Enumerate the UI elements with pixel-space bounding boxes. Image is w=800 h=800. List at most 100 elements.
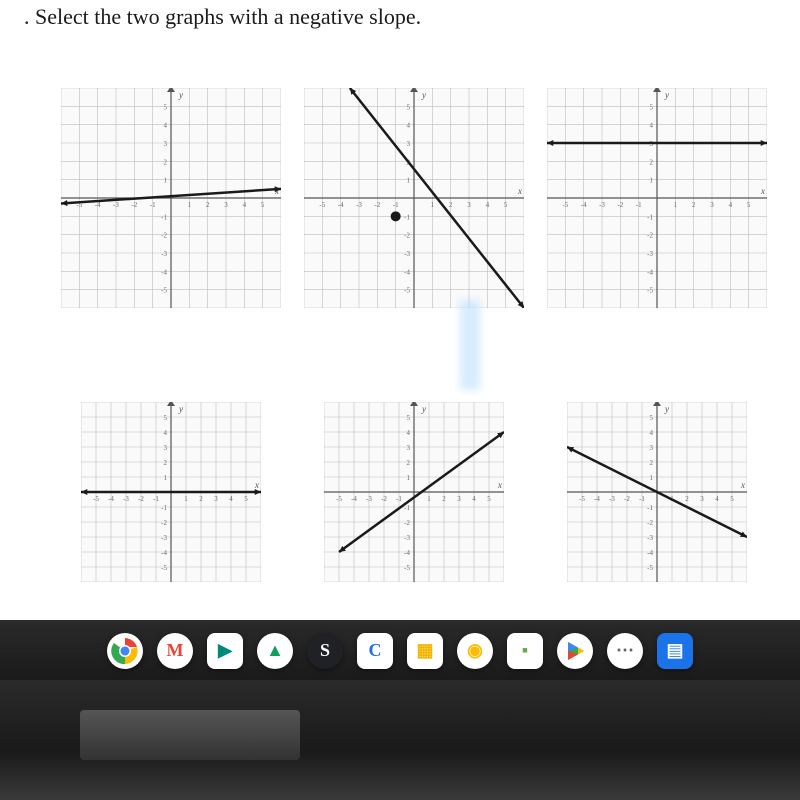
meet-icon[interactable]: ▶ [207, 633, 243, 669]
svg-text:5: 5 [406, 103, 410, 111]
svg-text:-2: -2 [161, 519, 167, 527]
svg-text:-5: -5 [336, 495, 342, 503]
classroom-icon[interactable]: C [357, 633, 393, 669]
svg-text:5: 5 [163, 414, 167, 422]
svg-text:-2: -2 [161, 232, 167, 240]
svg-text:2: 2 [650, 459, 654, 467]
svg-text:-3: -3 [609, 495, 615, 503]
svg-text:-2: -2 [404, 232, 410, 240]
graph-g3[interactable]: -5-5-4-4-3-3-2-2-1-11122334455yx [539, 38, 776, 358]
svg-text:4: 4 [163, 429, 167, 437]
svg-text:-3: -3 [404, 534, 410, 542]
drive-icon[interactable]: ▲ [257, 633, 293, 669]
svg-text:-2: -2 [374, 201, 380, 209]
svg-text:-1: -1 [161, 504, 167, 512]
svg-text:5: 5 [650, 103, 654, 111]
svg-text:1: 1 [187, 201, 191, 209]
svg-text:-5: -5 [579, 495, 585, 503]
svg-text:-1: -1 [153, 495, 159, 503]
gmail-icon[interactable]: M [157, 633, 193, 669]
play-icon[interactable] [557, 633, 593, 669]
svg-text:y: y [178, 404, 183, 414]
svg-text:3: 3 [457, 495, 461, 503]
svg-text:-5: -5 [161, 564, 167, 572]
svg-text:-3: -3 [404, 250, 410, 258]
svg-text:4: 4 [650, 429, 654, 437]
svg-text:-1: -1 [396, 495, 402, 503]
svg-text:y: y [664, 404, 669, 414]
svg-text:5: 5 [504, 201, 508, 209]
svg-text:4: 4 [229, 495, 233, 503]
svg-text:-4: -4 [351, 495, 357, 503]
svg-text:-4: -4 [161, 268, 167, 276]
svg-text:-3: -3 [647, 534, 653, 542]
svg-text:2: 2 [199, 495, 203, 503]
svg-text:y: y [421, 90, 426, 100]
svg-text:5: 5 [163, 103, 167, 111]
svg-text:-5: -5 [161, 287, 167, 295]
svg-text:5: 5 [244, 495, 248, 503]
svg-text:-4: -4 [404, 549, 410, 557]
svg-text:x: x [740, 480, 745, 490]
svg-text:2: 2 [650, 158, 654, 166]
svg-text:-3: -3 [366, 495, 372, 503]
svg-text:3: 3 [214, 495, 218, 503]
svg-text:5: 5 [747, 201, 751, 209]
app-icon[interactable]: ▤ [657, 633, 693, 669]
svg-text:5: 5 [650, 414, 654, 422]
svg-text:3: 3 [163, 140, 167, 148]
svg-text:-4: -4 [647, 268, 653, 276]
svg-text:1: 1 [427, 495, 431, 503]
svg-text:5: 5 [406, 414, 410, 422]
chrome-icon[interactable] [107, 633, 143, 669]
svg-text:-1: -1 [161, 213, 167, 221]
svg-text:4: 4 [406, 429, 410, 437]
svg-text:x: x [517, 186, 522, 196]
svg-text:3: 3 [406, 140, 410, 148]
svg-text:-1: -1 [404, 213, 410, 221]
svg-text:-2: -2 [647, 519, 653, 527]
ixl-icon[interactable]: ▪ [507, 633, 543, 669]
svg-text:-1: -1 [149, 201, 155, 209]
svg-text:-3: -3 [123, 495, 129, 503]
svg-text:4: 4 [716, 495, 720, 503]
svg-text:2: 2 [686, 495, 690, 503]
svg-text:-5: -5 [647, 287, 653, 295]
svg-text:1: 1 [163, 177, 167, 185]
svg-text:-1: -1 [639, 495, 645, 503]
svg-text:1: 1 [650, 177, 654, 185]
svg-text:3: 3 [711, 201, 715, 209]
svg-text:2: 2 [206, 201, 210, 209]
graph-g2[interactable]: -5-5-4-4-3-3-2-2-1-11122334455yx [295, 38, 532, 358]
graph-g5[interactable]: -5-5-4-4-3-3-2-2-1-11122334455yx [295, 364, 532, 620]
svg-text:-5: -5 [319, 201, 325, 209]
svg-text:-5: -5 [563, 201, 569, 209]
svg-text:4: 4 [242, 201, 246, 209]
svg-text:3: 3 [406, 444, 410, 452]
svg-text:-2: -2 [647, 232, 653, 240]
keep-icon[interactable]: ◉ [457, 633, 493, 669]
more-icon[interactable]: ⋯ [607, 633, 643, 669]
svg-text:1: 1 [406, 177, 410, 185]
sheets-icon[interactable]: S [307, 633, 343, 669]
svg-text:-4: -4 [581, 201, 587, 209]
svg-text:-4: -4 [161, 549, 167, 557]
svg-text:-4: -4 [594, 495, 600, 503]
slides-icon[interactable]: ▦ [407, 633, 443, 669]
svg-text:1: 1 [184, 495, 188, 503]
svg-text:x: x [254, 480, 259, 490]
svg-text:2: 2 [692, 201, 696, 209]
svg-text:-1: -1 [393, 201, 399, 209]
laptop-edge [80, 710, 300, 760]
svg-text:-2: -2 [624, 495, 630, 503]
graph-g4[interactable]: -5-5-4-4-3-3-2-2-1-11122334455yx [52, 364, 289, 620]
svg-text:2: 2 [406, 459, 410, 467]
svg-text:-2: -2 [131, 201, 137, 209]
svg-text:x: x [760, 186, 765, 196]
svg-text:4: 4 [486, 201, 490, 209]
graph-g6[interactable]: -5-5-4-4-3-3-2-2-1-11122334455yx [539, 364, 776, 620]
svg-text:1: 1 [406, 474, 410, 482]
graph-g1[interactable]: -5-5-4-4-3-3-2-2-1-11122334455yx [52, 38, 289, 358]
svg-text:-2: -2 [618, 201, 624, 209]
svg-text:1: 1 [650, 474, 654, 482]
